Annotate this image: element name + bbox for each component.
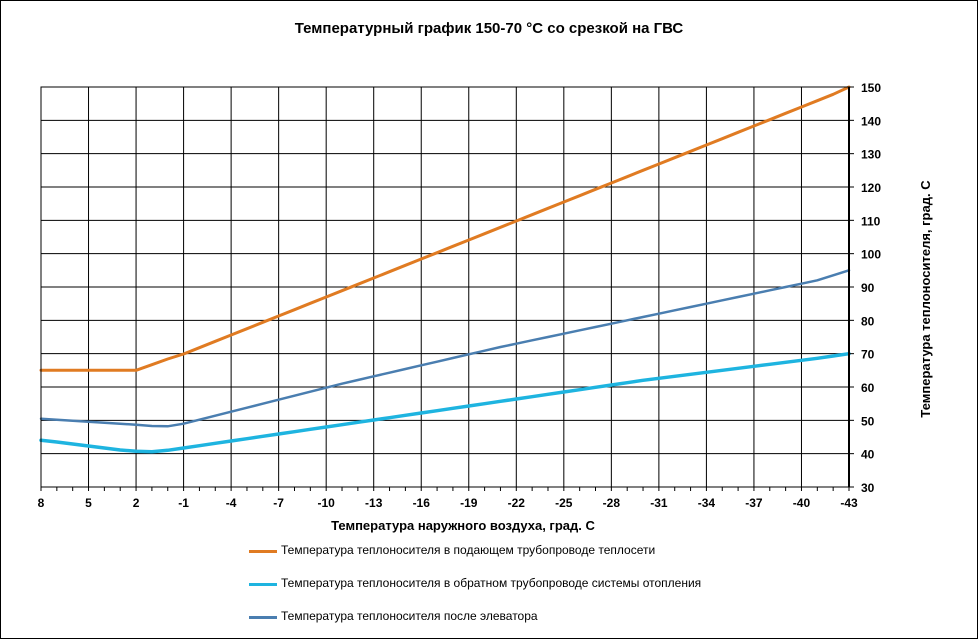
- y-tick-label: 120: [861, 181, 881, 195]
- x-tick-label: -37: [745, 496, 763, 510]
- x-tick-label: -4: [226, 496, 237, 510]
- x-tick-label: -10: [318, 496, 336, 510]
- legend-swatch-elevator: [249, 616, 277, 619]
- y-tick-label: 60: [861, 381, 875, 395]
- x-tick-label: -40: [793, 496, 811, 510]
- y-tick-label: 50: [861, 414, 875, 428]
- x-tick-label: -13: [365, 496, 383, 510]
- x-tick-label: 2: [133, 496, 140, 510]
- series-line-supply: [39, 85, 851, 372]
- x-tick-label: -31: [650, 496, 668, 510]
- legend-swatch-supply: [249, 550, 277, 553]
- legend-label-return: Температура теплоносителя в обратном тру…: [281, 576, 702, 590]
- y-axis-label: Температура теплоносителя, град. С: [918, 180, 933, 418]
- y-tick-label: 110: [861, 214, 881, 228]
- x-tick-label: 5: [85, 496, 92, 510]
- x-tick-label: -28: [603, 496, 621, 510]
- chart-title: Температурный график 150-70 °С со срезко…: [294, 20, 684, 37]
- y-tick-label: 100: [861, 248, 881, 262]
- y-tick-label: 140: [861, 114, 881, 128]
- y-tick-label: 130: [861, 148, 881, 162]
- x-tick-label: 8: [38, 496, 45, 510]
- x-tick-label: -25: [555, 496, 573, 510]
- plot-grid: [40, 86, 850, 488]
- x-tick-label: -1: [178, 496, 189, 510]
- x-axis-label: Температура наружного воздуха, град. С: [331, 518, 595, 533]
- axes: 30 40 50 60 70 80 90 100 110 120 130 140 150 8 5 2 -1 -4 -…: [38, 81, 882, 510]
- x-tick-label: -22: [508, 496, 526, 510]
- x-tick-label: -7: [273, 496, 284, 510]
- y-tick-label: 150: [861, 81, 881, 95]
- y-tick-label: 70: [861, 348, 875, 362]
- x-tick-label: -16: [413, 496, 431, 510]
- y-tick-label: 90: [861, 281, 875, 295]
- y-tick-label: 80: [861, 314, 875, 328]
- x-tick-label: -43: [840, 496, 858, 510]
- series-line-elevator: [39, 269, 851, 428]
- x-tick-label: -34: [698, 496, 716, 510]
- legend-label-supply: Температура теплоносителя в подающем тру…: [281, 543, 656, 557]
- series-line-return: [39, 351, 851, 454]
- legend-swatch-return: [249, 583, 277, 586]
- y-tick-label: 40: [861, 448, 875, 462]
- x-tick-label: -19: [460, 496, 478, 510]
- legend-label-elevator: Температура теплоносителя после элеватор…: [281, 609, 538, 623]
- y-tick-label: 30: [861, 481, 875, 495]
- series-layer: [39, 85, 851, 454]
